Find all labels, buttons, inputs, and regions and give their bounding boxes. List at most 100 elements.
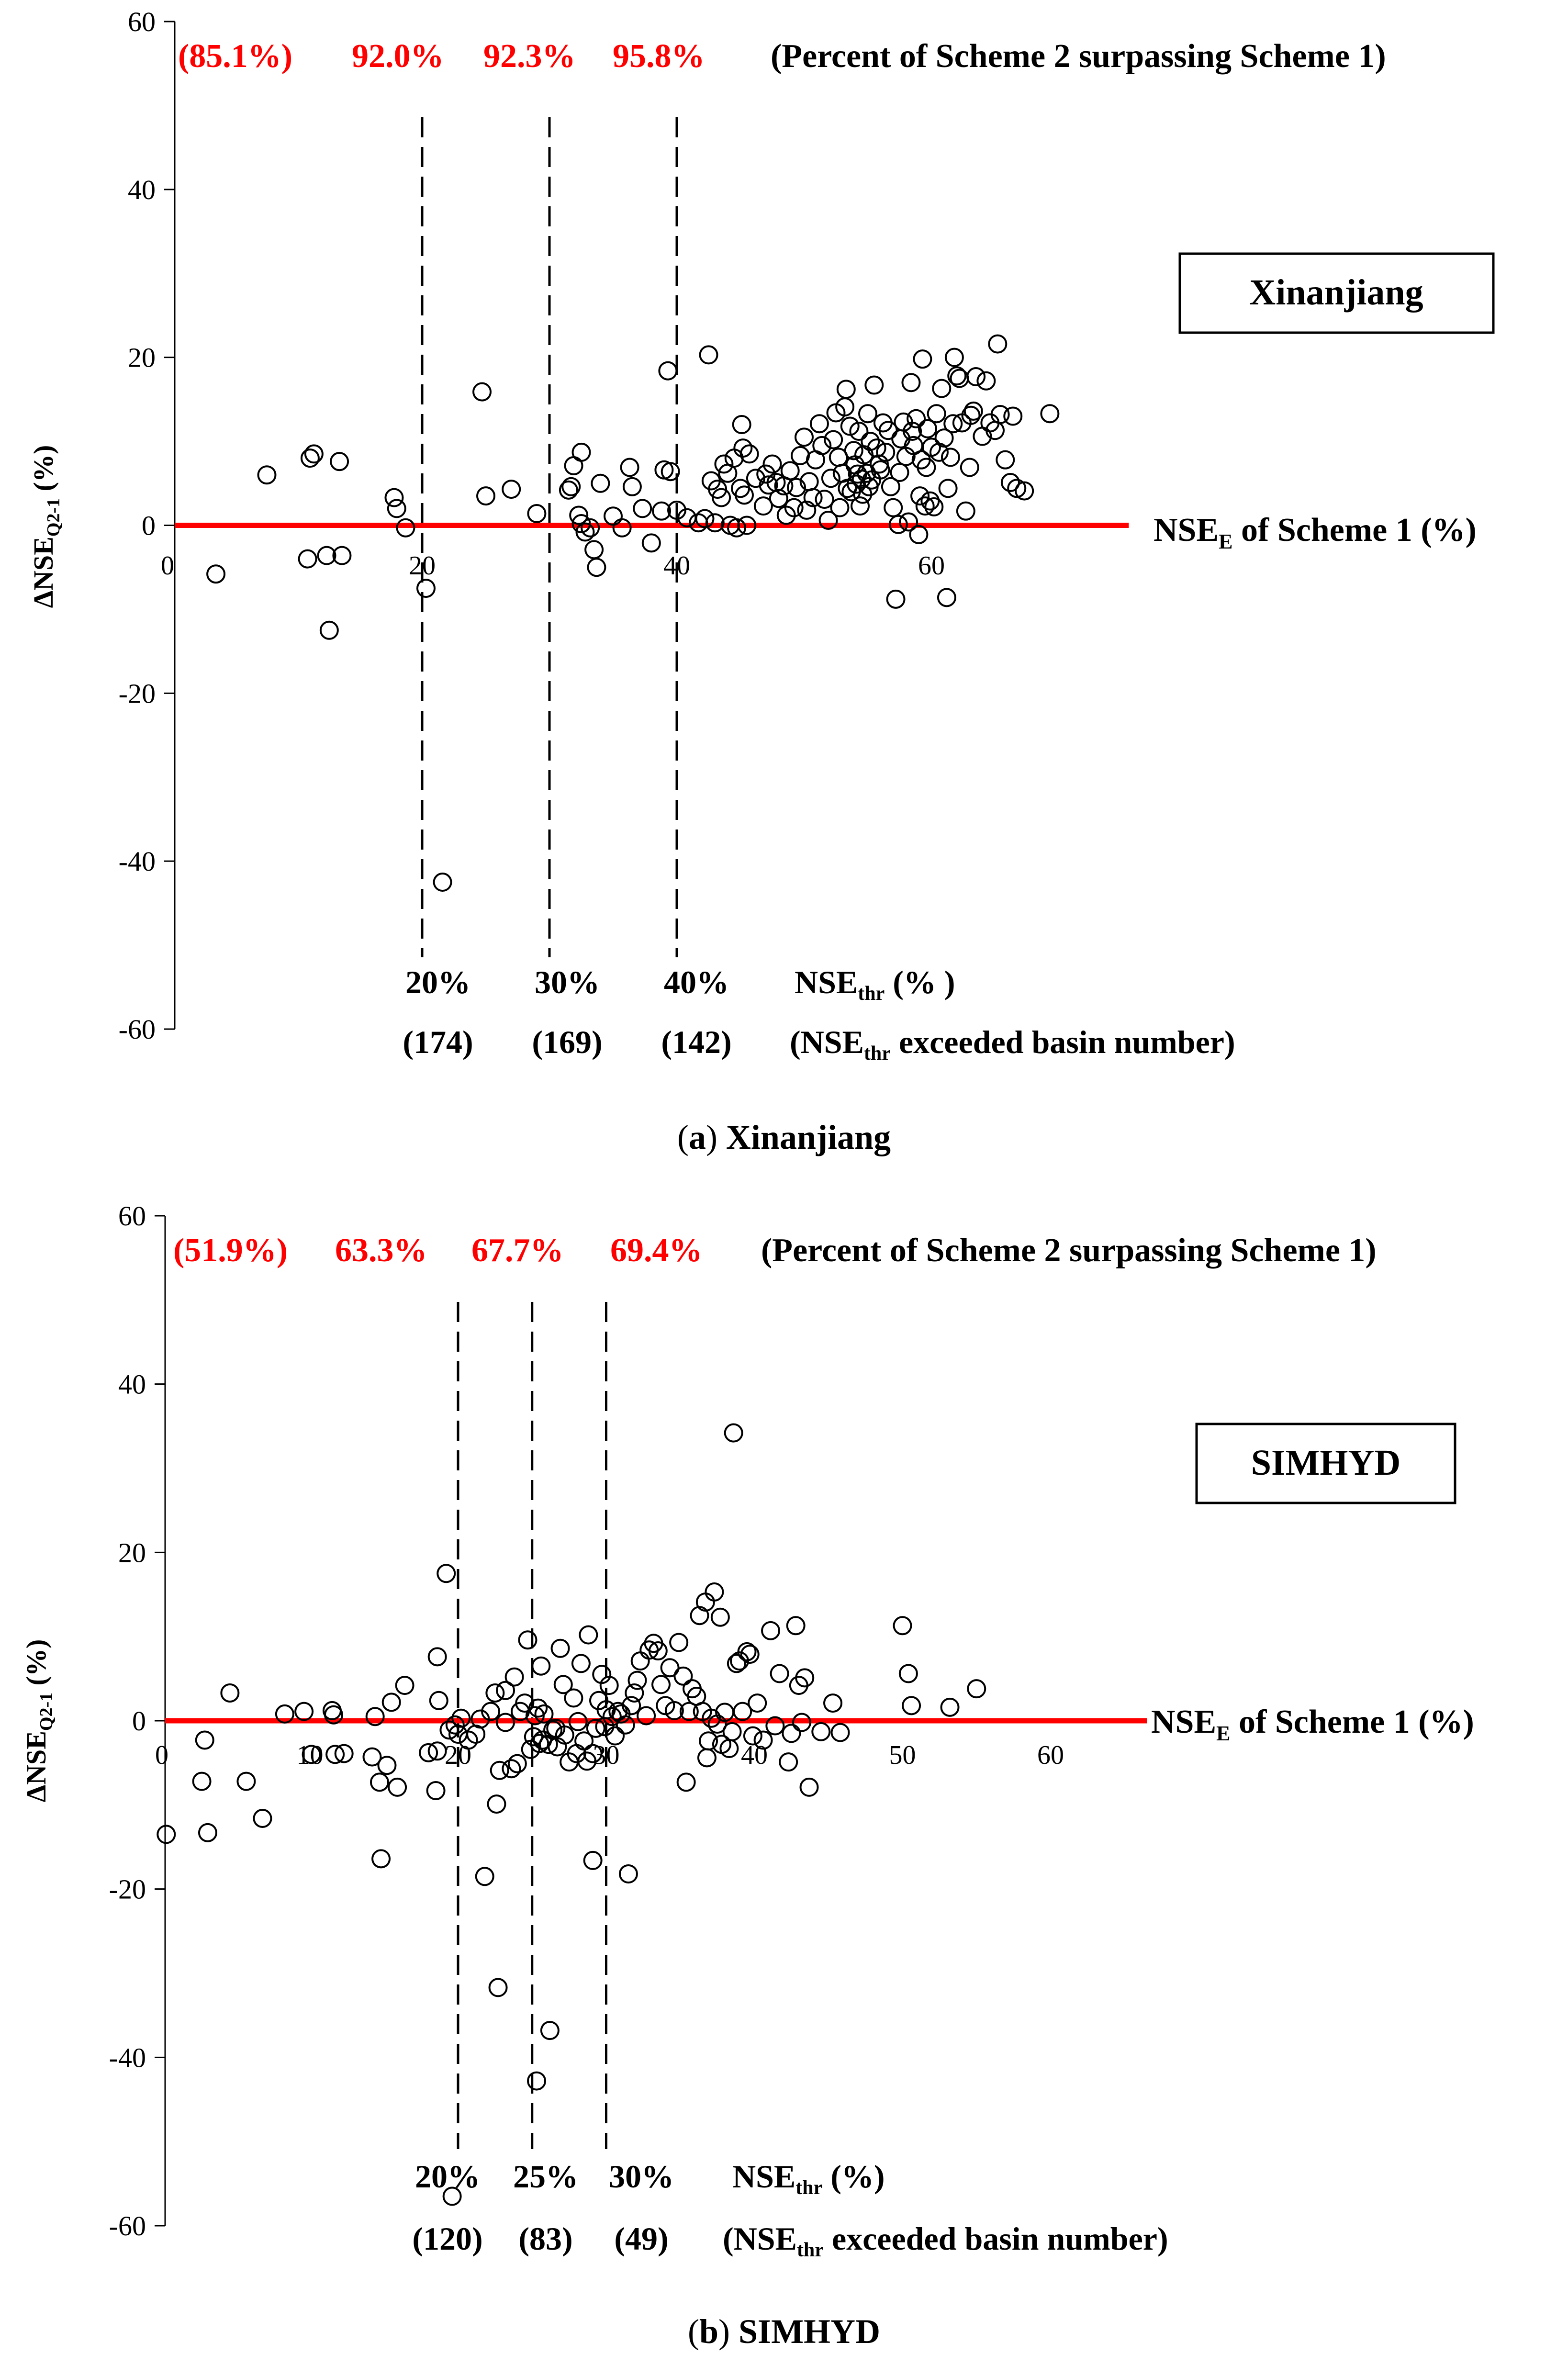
scatter-point xyxy=(1040,404,1060,424)
scatter-point xyxy=(669,1633,689,1652)
scatter-point xyxy=(534,1704,554,1724)
scatter-point xyxy=(300,448,320,468)
scatter-point xyxy=(616,1715,635,1735)
scatter-point xyxy=(579,1625,598,1645)
scatter-point xyxy=(917,458,936,477)
scatter-point xyxy=(714,454,734,474)
scatter-point xyxy=(648,1641,668,1661)
scatter-point xyxy=(903,422,922,441)
y-tick-label: -60 xyxy=(119,1014,156,1045)
scatter-points xyxy=(157,1423,986,2206)
scatter-point xyxy=(427,1647,447,1667)
scatter-point xyxy=(861,432,880,451)
scatter-point xyxy=(298,549,317,569)
scatter-point xyxy=(445,1715,465,1735)
scatter-point xyxy=(485,1683,505,1703)
scatter-point xyxy=(641,533,661,553)
scatter-point xyxy=(388,1777,407,1797)
percent-label-all: (85.1%) xyxy=(178,38,292,75)
scatter-point xyxy=(538,1735,558,1754)
scatter-point xyxy=(581,518,600,538)
scatter-point xyxy=(795,1668,815,1688)
y-tick-label: -20 xyxy=(119,678,156,709)
percent-label-3: 69.4% xyxy=(610,1232,703,1269)
scatter-point xyxy=(658,361,678,381)
scatter-point xyxy=(419,1743,438,1762)
scatter-point xyxy=(550,1638,570,1658)
scatter-point xyxy=(792,1713,812,1732)
scatter-point xyxy=(888,515,908,534)
y-tick-label: 60 xyxy=(128,6,156,37)
threshold-label: 25% xyxy=(513,2158,578,2195)
scatter-point xyxy=(564,1688,583,1708)
scatter-point xyxy=(531,1656,551,1676)
scatter-point xyxy=(996,450,1015,470)
model-label-box xyxy=(1178,252,1495,334)
scatter-point xyxy=(518,1630,538,1650)
scatter-point xyxy=(941,448,960,467)
scatter-point xyxy=(596,1700,616,1720)
scatter-point xyxy=(824,430,843,449)
scatter-point xyxy=(334,1744,354,1763)
scatter-point xyxy=(575,522,595,542)
scatter-point xyxy=(652,501,672,521)
caption: (a) Xinanjiang xyxy=(677,1118,891,1156)
scatter-point xyxy=(236,1771,256,1791)
scatter-point xyxy=(679,1702,699,1721)
scatter-point xyxy=(555,1725,574,1745)
x-tick-label: 50 xyxy=(889,1740,916,1770)
scatter-point xyxy=(753,1730,773,1750)
y-tick-labels: 60 40 20 0 -20 -40 -60 xyxy=(119,6,175,1045)
scatter-points xyxy=(206,334,1060,892)
y-tick-label: -60 xyxy=(109,2210,146,2242)
scatter-point xyxy=(157,1825,176,1844)
scatter-point xyxy=(488,1978,508,1997)
scatter-point xyxy=(809,414,829,434)
percent-note: (Percent of Scheme 2 surpassing Scheme 1… xyxy=(771,38,1386,75)
scatter-point xyxy=(786,1616,806,1636)
scatter-point xyxy=(1003,406,1023,426)
scatter-point xyxy=(527,504,547,523)
scatter-point xyxy=(612,518,632,538)
scatter-point xyxy=(387,499,406,518)
x-tick-label: 0 xyxy=(161,551,174,581)
scatter-point xyxy=(902,1696,921,1715)
scatter-point xyxy=(660,1658,680,1678)
scatter-point xyxy=(966,367,986,387)
scatter-point xyxy=(898,1664,918,1683)
scatter-point xyxy=(849,422,869,441)
caption: (b) SIMHYD xyxy=(688,2312,880,2351)
scatter-point xyxy=(481,1702,501,1721)
scatter-point xyxy=(661,462,680,482)
scatter-point xyxy=(427,1741,447,1761)
percent-label-2: 92.3% xyxy=(483,38,576,75)
scatter-point xyxy=(664,1701,684,1720)
y-tick-label: 0 xyxy=(142,510,156,541)
scatter-point xyxy=(815,490,834,509)
scatter-point xyxy=(830,1723,850,1742)
scatter-point xyxy=(915,496,935,516)
scatter-point xyxy=(881,477,900,496)
scatter-point xyxy=(818,510,838,530)
scatter-point xyxy=(439,1720,459,1740)
scatter-point xyxy=(591,473,610,493)
scatter-point xyxy=(437,1564,456,1583)
caption-paren-open: ( xyxy=(677,1118,689,1156)
threshold-lines xyxy=(457,1302,607,2149)
scatter-point xyxy=(812,436,832,455)
scatter-point xyxy=(899,512,918,532)
basin-note: (NSEthr exceeded basin number) xyxy=(790,1024,1235,1065)
scatter-point xyxy=(502,480,521,499)
scatter-point xyxy=(416,579,436,598)
scatter-point xyxy=(722,1722,742,1741)
scatter-point xyxy=(502,1759,521,1779)
threshold-label: 40% xyxy=(664,964,729,1000)
scatter-point xyxy=(748,1693,767,1713)
scatter-point xyxy=(944,347,964,367)
scatter-point xyxy=(934,428,954,448)
scatter-point xyxy=(426,1781,446,1800)
x-axis-label: NSEE of Scheme 1 (%) xyxy=(1151,1704,1474,1745)
scatter-point xyxy=(797,500,817,520)
